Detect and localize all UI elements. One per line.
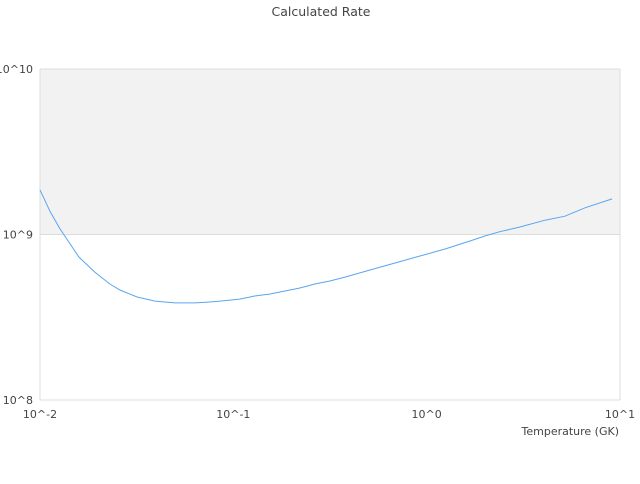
x-tick-label: 10^-2 (23, 408, 57, 421)
y-tick-label: 10^9 (3, 229, 33, 242)
chart-title: Calculated Rate (272, 4, 371, 19)
x-tick-label: 10^1 (605, 408, 635, 421)
y-tick-label: 10^8 (3, 394, 33, 407)
x-tick-label: 10^0 (412, 408, 442, 421)
x-tick-label: 10^-1 (216, 408, 250, 421)
x-axis-label: Temperature (GK) (521, 425, 620, 438)
y-tick-label: 10^10 (0, 63, 33, 76)
plot-band (40, 69, 620, 235)
